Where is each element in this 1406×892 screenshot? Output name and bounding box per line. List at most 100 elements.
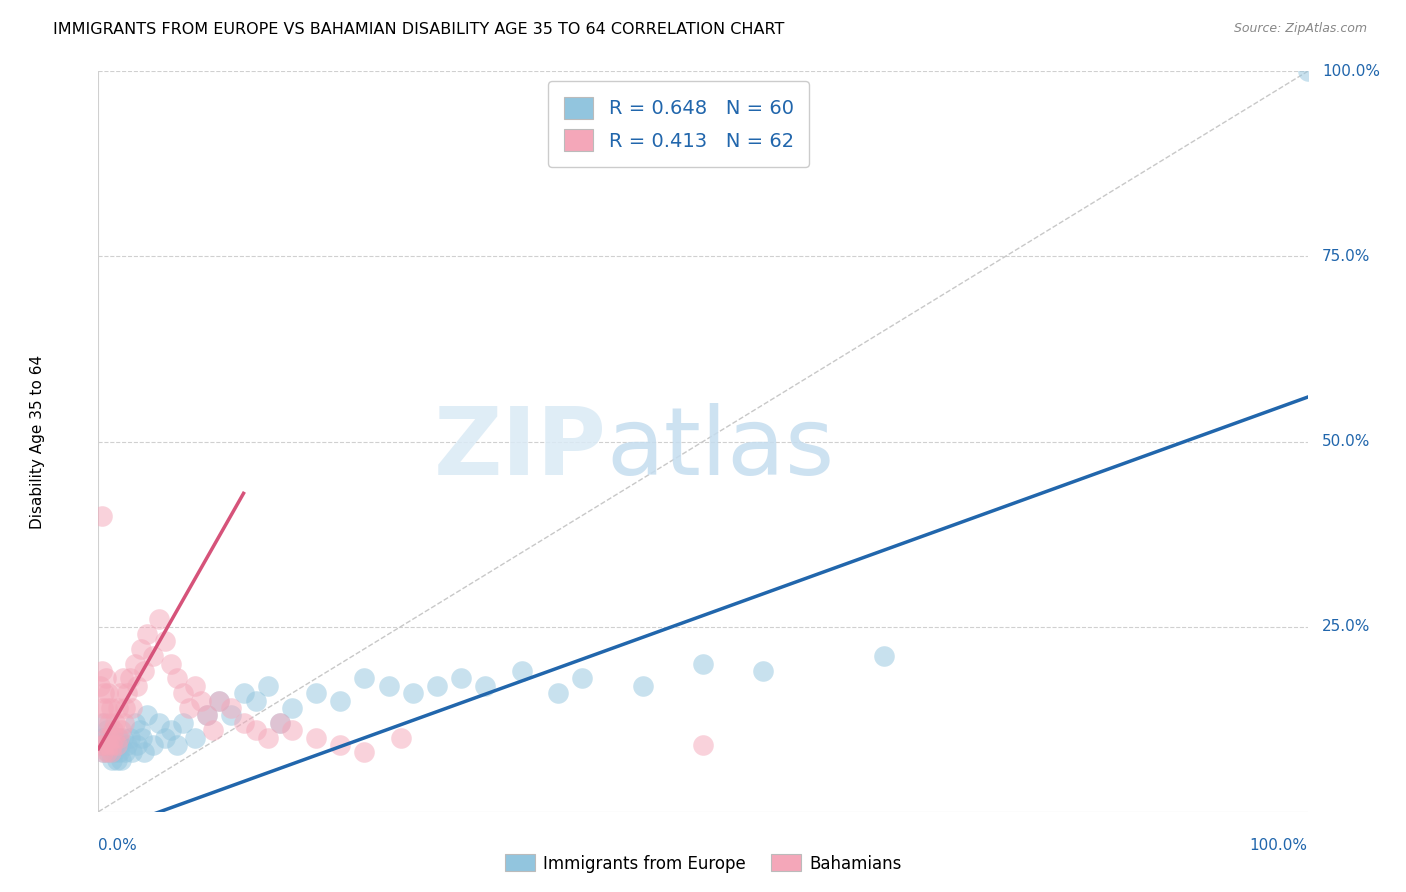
Point — [89, 679, 111, 693]
Point — [94, 672, 117, 686]
Point — [96, 701, 118, 715]
Point — [91, 731, 114, 745]
Text: ZIP: ZIP — [433, 403, 606, 495]
Point — [752, 664, 775, 678]
Legend: R = 0.648   N = 60, R = 0.413   N = 62: R = 0.648 N = 60, R = 0.413 N = 62 — [548, 81, 810, 167]
Point — [91, 715, 114, 730]
Point — [96, 746, 118, 760]
Point — [91, 701, 114, 715]
Point — [571, 672, 593, 686]
Point — [353, 746, 375, 760]
Point — [129, 641, 152, 656]
Point — [91, 746, 114, 760]
Point — [450, 672, 472, 686]
Text: 100.0%: 100.0% — [1250, 838, 1308, 853]
Point — [142, 738, 165, 752]
Point — [94, 731, 117, 745]
Point — [108, 746, 131, 760]
Point — [256, 731, 278, 745]
Text: 100.0%: 100.0% — [1322, 64, 1381, 78]
Point — [90, 738, 112, 752]
Point — [128, 723, 150, 738]
Point — [107, 731, 129, 745]
Point — [91, 508, 114, 523]
Point — [111, 672, 134, 686]
Point — [426, 679, 449, 693]
Point — [245, 694, 267, 708]
Point — [190, 694, 212, 708]
Point — [107, 701, 129, 715]
Point — [153, 731, 176, 745]
Point — [98, 715, 121, 730]
Point — [101, 731, 124, 745]
Point — [269, 715, 291, 730]
Point — [100, 738, 122, 752]
Point — [127, 679, 149, 693]
Point — [184, 731, 207, 745]
Point — [112, 715, 135, 730]
Point — [153, 634, 176, 648]
Point — [118, 731, 141, 745]
Point — [232, 686, 254, 700]
Point — [91, 746, 114, 760]
Point — [105, 738, 128, 752]
Point — [873, 649, 896, 664]
Point — [281, 701, 304, 715]
Point — [269, 715, 291, 730]
Point — [90, 738, 112, 752]
Point — [148, 612, 170, 626]
Point — [108, 738, 131, 752]
Point — [121, 701, 143, 715]
Point — [111, 731, 134, 745]
Point — [127, 738, 149, 752]
Point — [110, 753, 132, 767]
Legend: Immigrants from Europe, Bahamians: Immigrants from Europe, Bahamians — [498, 847, 908, 880]
Point — [135, 708, 157, 723]
Point — [93, 715, 115, 730]
Point — [134, 746, 156, 760]
Point — [305, 686, 328, 700]
Point — [104, 738, 127, 752]
Point — [103, 731, 125, 745]
Point — [93, 738, 115, 752]
Point — [142, 649, 165, 664]
Point — [1296, 64, 1319, 78]
Point — [117, 686, 139, 700]
Point — [221, 701, 243, 715]
Point — [114, 746, 136, 760]
Text: 75.0%: 75.0% — [1322, 249, 1371, 264]
Point — [208, 694, 231, 708]
Point — [179, 701, 201, 715]
Text: Disability Age 35 to 64: Disability Age 35 to 64 — [31, 354, 45, 529]
Point — [172, 715, 194, 730]
Point — [91, 664, 114, 678]
Point — [256, 679, 278, 693]
Point — [100, 753, 122, 767]
Point — [104, 715, 127, 730]
Point — [108, 731, 131, 745]
Point — [124, 715, 146, 730]
Text: 50.0%: 50.0% — [1322, 434, 1371, 449]
Point — [245, 723, 267, 738]
Point — [692, 738, 714, 752]
Point — [100, 746, 122, 760]
Point — [105, 753, 128, 767]
Point — [221, 708, 243, 723]
Text: IMMIGRANTS FROM EUROPE VS BAHAMIAN DISABILITY AGE 35 TO 64 CORRELATION CHART: IMMIGRANTS FROM EUROPE VS BAHAMIAN DISAB… — [53, 22, 785, 37]
Point — [474, 679, 496, 693]
Point — [94, 738, 117, 752]
Point — [97, 746, 120, 760]
Point — [329, 738, 352, 752]
Point — [103, 746, 125, 760]
Point — [134, 664, 156, 678]
Point — [160, 723, 183, 738]
Point — [631, 679, 654, 693]
Point — [100, 701, 122, 715]
Point — [148, 715, 170, 730]
Point — [135, 627, 157, 641]
Text: 0.0%: 0.0% — [98, 838, 138, 853]
Point — [281, 723, 304, 738]
Point — [97, 738, 120, 752]
Point — [195, 708, 218, 723]
Point — [510, 664, 533, 678]
